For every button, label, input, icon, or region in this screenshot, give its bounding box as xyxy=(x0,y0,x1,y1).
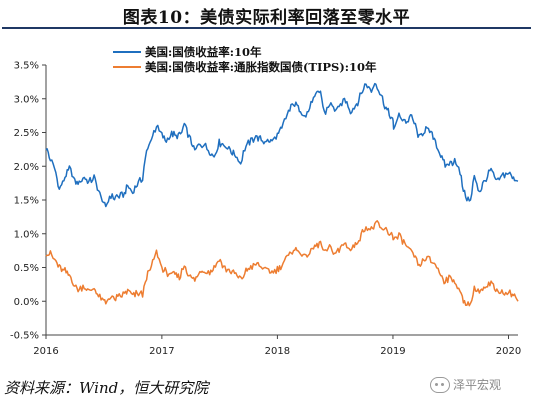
watermark: 泽平宏观 xyxy=(430,376,501,393)
wechat-icon xyxy=(430,376,450,393)
x-tick-label: 2018 xyxy=(265,346,290,357)
watermark-text: 泽平宏观 xyxy=(453,378,502,392)
y-tick-label: 2.0% xyxy=(14,162,39,173)
y-tick-label: 3.5% xyxy=(14,61,39,72)
x-tick-label: 2016 xyxy=(33,346,58,357)
title-rule xyxy=(2,27,531,29)
y-tick-label: 1.5% xyxy=(14,196,39,207)
x-tick-label: 2020 xyxy=(496,346,521,357)
x-axis: 2016 2017 2018 2019 2020 xyxy=(33,335,521,357)
series-line xyxy=(45,82,519,208)
x-tick-label: 2019 xyxy=(380,346,405,357)
legend-label: 美国:国债收益率:10年 xyxy=(145,45,262,59)
figure-title: 图表10：美债实际利率回落至零水平 xyxy=(122,8,411,28)
source-note: 资料来源：Wind，恒大研究院 xyxy=(4,379,209,397)
x-tick-label: 2017 xyxy=(149,346,174,357)
series-layer xyxy=(45,82,519,307)
y-tick-label: 3.0% xyxy=(14,94,39,105)
y-tick-label: -0.5% xyxy=(10,331,39,342)
y-tick-label: 0.0% xyxy=(14,297,39,308)
series-line xyxy=(45,220,519,307)
chart: 3.5% 3.0% 2.5% 2.0% 1.5% 1.0% 0.5% 0.0% -0.5% 20… xyxy=(10,45,521,357)
legend-label: 美国:国债收益率:通胀指数国债(TIPS):10年 xyxy=(145,60,377,74)
y-axis: 3.5% 3.0% 2.5% 2.0% 1.5% 1.0% 0.5% 0.0% -0.5% xyxy=(10,61,46,342)
y-tick-label: 2.5% xyxy=(14,128,39,139)
y-tick-label: 0.5% xyxy=(14,263,39,274)
y-tick-label: 1.0% xyxy=(14,229,39,240)
